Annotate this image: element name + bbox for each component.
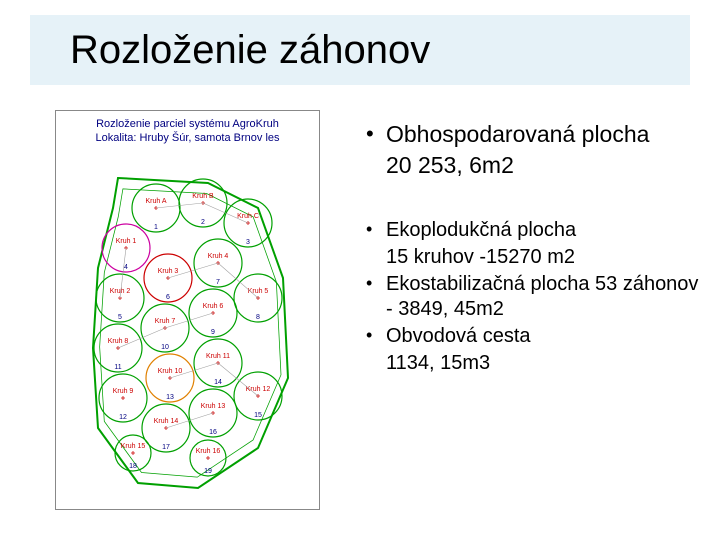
- bullet-line: 20 253, 6m2: [360, 151, 700, 180]
- svg-text:Kruh 16: Kruh 16: [195, 448, 220, 455]
- svg-text:Kruh 6: Kruh 6: [202, 303, 223, 310]
- svg-text:Kruh 9: Kruh 9: [112, 388, 133, 395]
- diagram-header-line1: Rozloženie parciel systému AgroKruh: [64, 117, 311, 131]
- bullet-line: 1134, 15m3: [360, 351, 700, 376]
- svg-text:Kruh 13: Kruh 13: [200, 403, 225, 410]
- svg-text:12: 12: [119, 414, 127, 421]
- bullet-line: Obvodová cesta: [360, 324, 700, 349]
- parcel-map: Kruh A1Kruh B2Kruh C3Kruh 14Kruh 25Kruh …: [58, 148, 318, 508]
- bullet-line: Ekostabilizačná plocha 53 záhonov - 3849…: [360, 272, 700, 322]
- svg-text:Kruh 8: Kruh 8: [107, 338, 128, 345]
- bullet-group-2: Ekoplodukčná plocha15 kruhov -15270 m2Ek…: [360, 218, 700, 376]
- svg-text:Kruh 12: Kruh 12: [245, 386, 270, 393]
- svg-text:14: 14: [214, 379, 222, 386]
- svg-text:4: 4: [124, 264, 128, 271]
- svg-text:16: 16: [209, 429, 217, 436]
- svg-text:1: 1: [154, 224, 158, 231]
- bullet-line: 15 kruhov -15270 m2: [360, 245, 700, 270]
- svg-text:3: 3: [246, 239, 250, 246]
- svg-text:2: 2: [201, 219, 205, 226]
- bullet-line: Ekoplodukčná plocha: [360, 218, 700, 243]
- svg-text:19: 19: [204, 468, 212, 475]
- bullet-group-1: Obhospodarovaná plocha 20 253, 6m2: [360, 120, 700, 180]
- svg-text:Kruh 4: Kruh 4: [207, 253, 228, 260]
- bullet-region: Obhospodarovaná plocha 20 253, 6m2 Ekopl…: [360, 120, 700, 414]
- svg-text:10: 10: [161, 344, 169, 351]
- bullet-line: Obhospodarovaná plocha: [360, 120, 700, 149]
- svg-text:Kruh A: Kruh A: [145, 198, 166, 205]
- svg-text:Kruh B: Kruh B: [192, 193, 214, 200]
- svg-text:9: 9: [211, 329, 215, 336]
- diagram-header: Rozloženie parciel systému AgroKruh Loka…: [56, 111, 319, 148]
- svg-text:13: 13: [166, 394, 174, 401]
- svg-text:Kruh C: Kruh C: [237, 213, 259, 220]
- svg-text:5: 5: [118, 314, 122, 321]
- svg-text:6: 6: [166, 294, 170, 301]
- diagram-header-line2: Lokalita: Hruby Šúr, samota Brnov les: [64, 131, 311, 145]
- svg-text:Kruh 3: Kruh 3: [157, 268, 178, 275]
- diagram-container: Rozloženie parciel systému AgroKruh Loka…: [55, 110, 320, 510]
- svg-text:Kruh 14: Kruh 14: [153, 418, 178, 425]
- svg-text:Kruh 1: Kruh 1: [115, 238, 136, 245]
- svg-text:Kruh 15: Kruh 15: [120, 443, 145, 450]
- svg-text:17: 17: [162, 444, 170, 451]
- title-banner: Rozloženie záhonov: [30, 15, 690, 85]
- svg-text:8: 8: [256, 314, 260, 321]
- svg-text:18: 18: [129, 463, 137, 470]
- slide-title: Rozloženie záhonov: [70, 28, 430, 73]
- svg-text:Kruh 7: Kruh 7: [154, 318, 175, 325]
- svg-text:15: 15: [254, 412, 262, 419]
- svg-text:Kruh 11: Kruh 11: [206, 353, 230, 360]
- svg-text:7: 7: [216, 279, 220, 286]
- svg-text:Kruh 10: Kruh 10: [157, 368, 182, 375]
- svg-text:Kruh 2: Kruh 2: [109, 288, 130, 295]
- svg-text:11: 11: [114, 364, 121, 371]
